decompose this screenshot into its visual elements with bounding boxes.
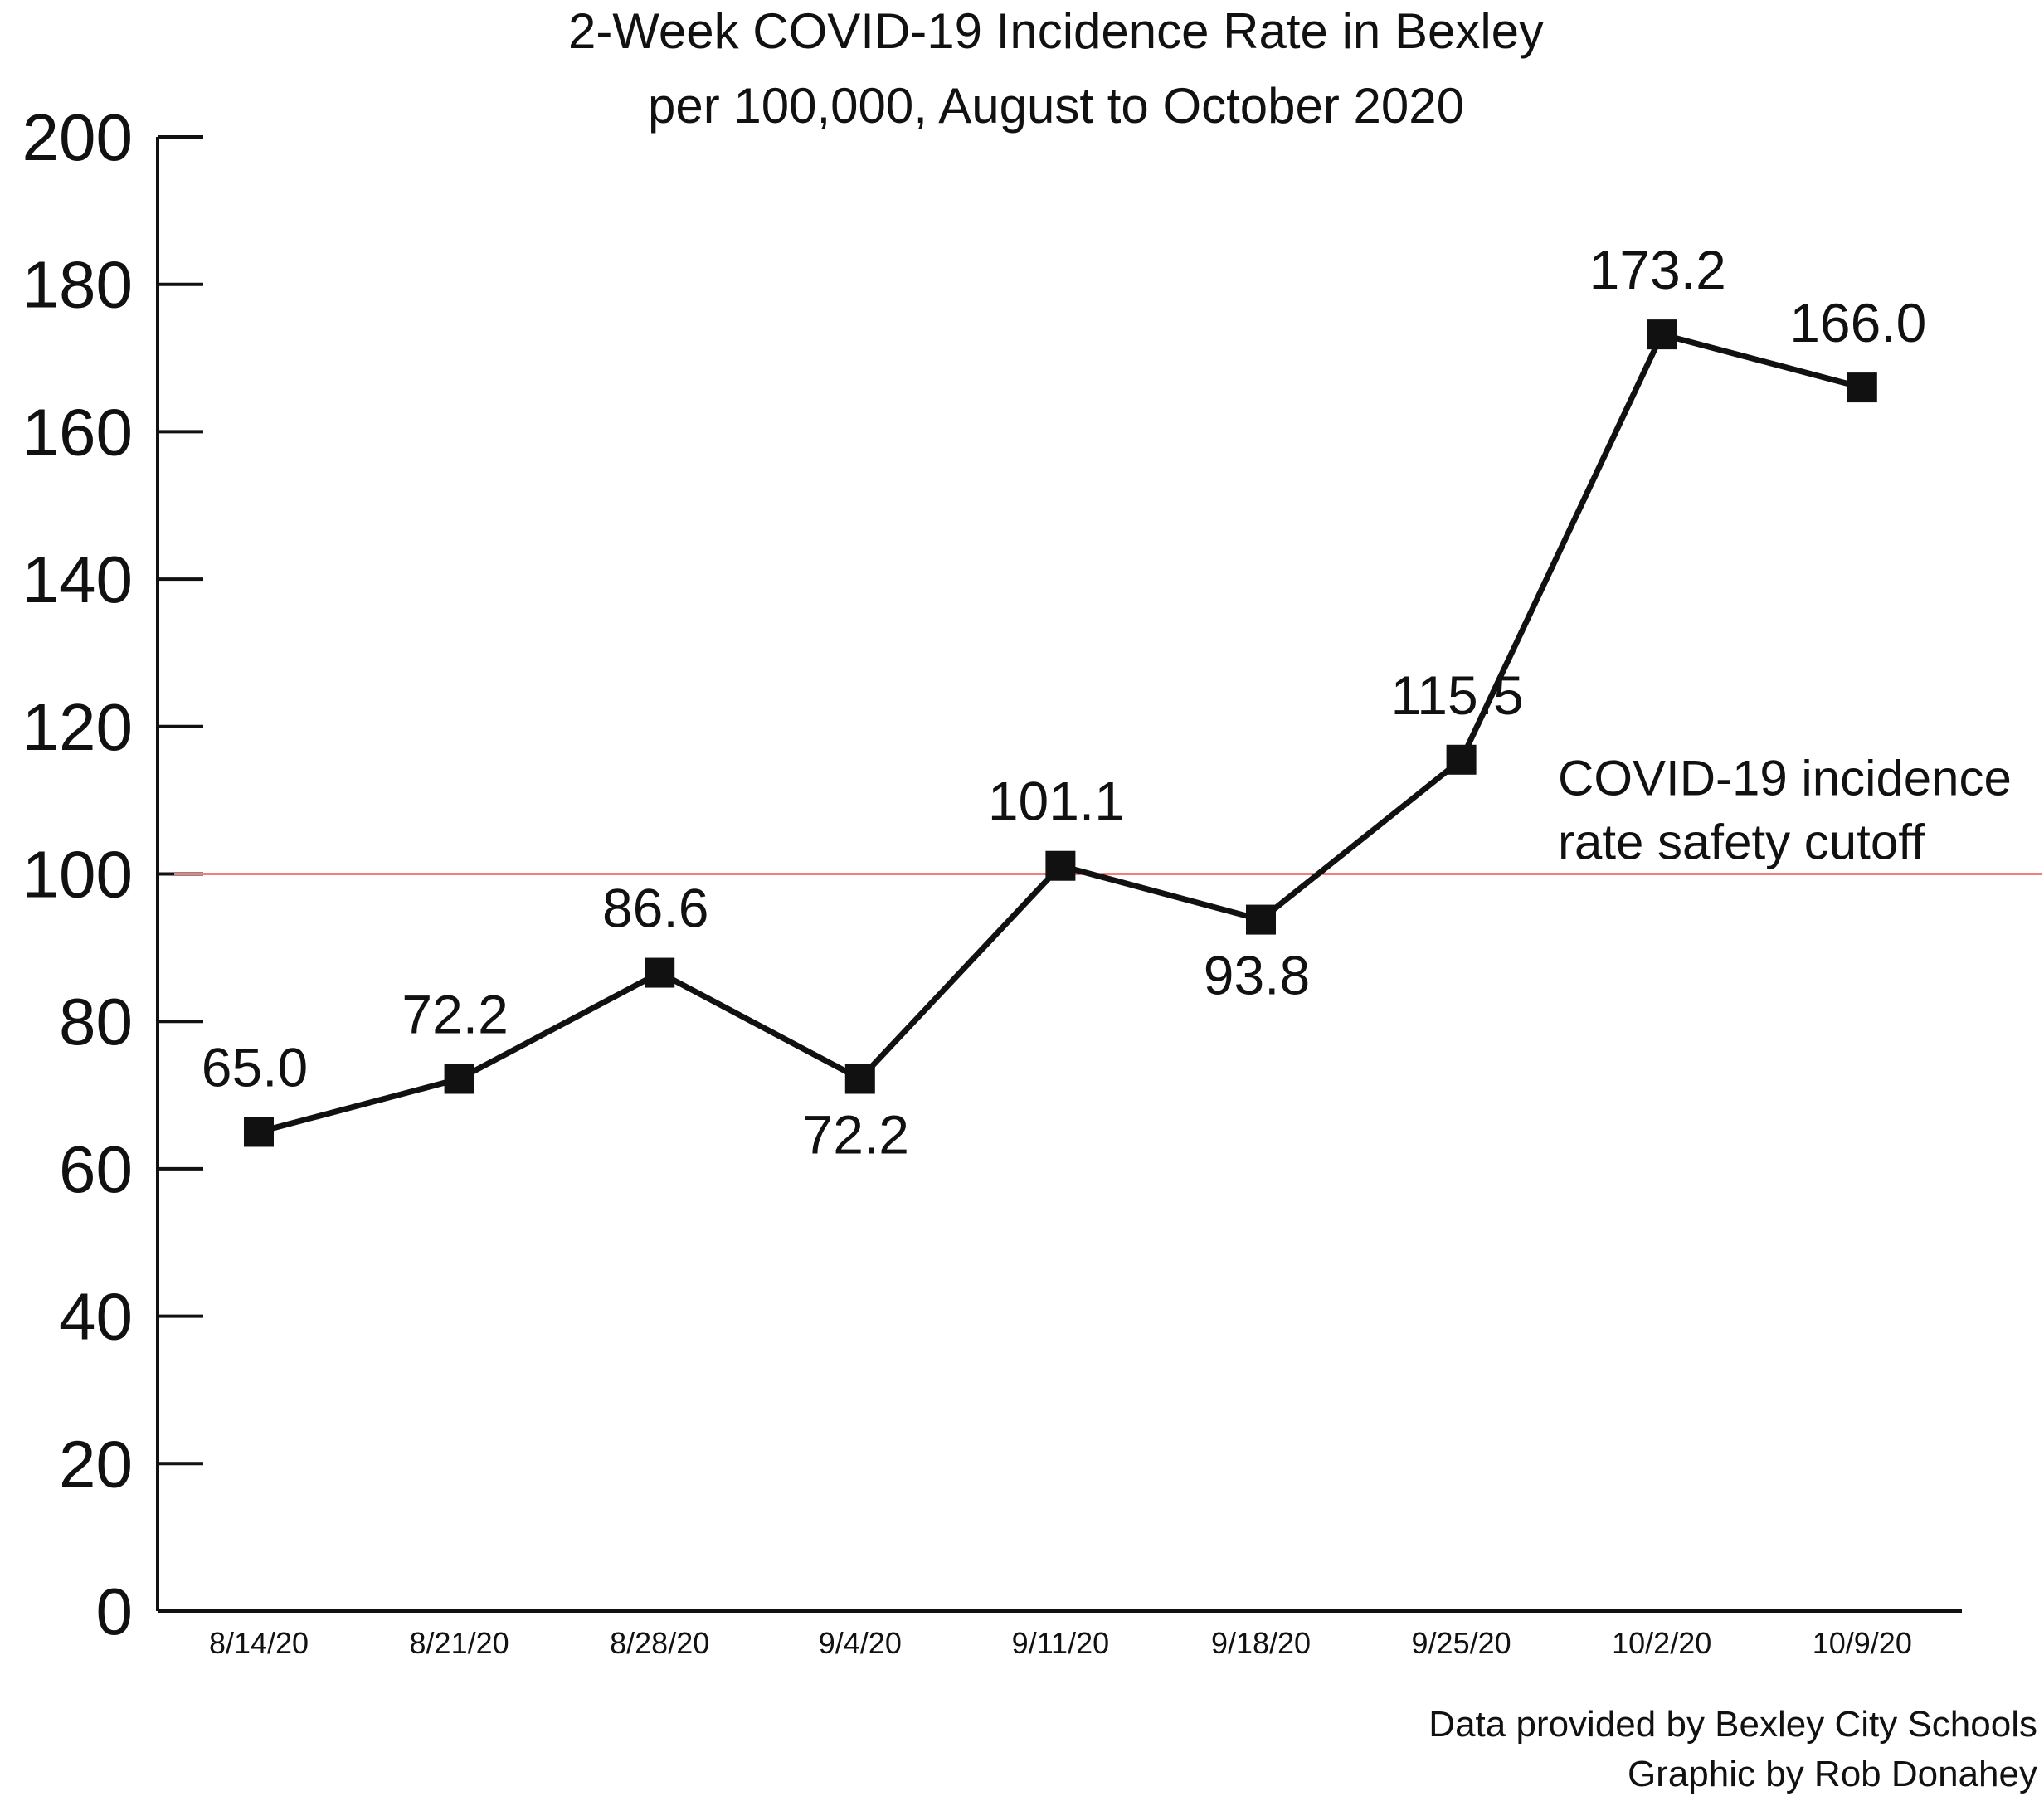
data-label: 65.0	[202, 1036, 308, 1098]
data-label: 115.5	[1390, 664, 1523, 726]
x-tick-label: 9/4/20	[819, 1626, 902, 1660]
data-credit: Data provided by Bexley City Schools	[1428, 1704, 2037, 1745]
x-tick-label: 9/11/20	[1012, 1626, 1109, 1660]
data-point-marker	[244, 1117, 274, 1147]
data-label: 86.6	[602, 878, 708, 939]
data-point-marker	[1246, 904, 1276, 935]
y-axis: 0 20 40 60 80 100 120 140 160 180 200	[22, 100, 203, 1648]
graphic-credit: Graphic by Rob Donahey	[1628, 1754, 2037, 1794]
y-tick-label: 120	[22, 690, 133, 764]
y-tick-label: 20	[59, 1427, 133, 1501]
y-tick-label: 60	[59, 1132, 133, 1206]
reference-line-group: COVID-19 incidence rate safety cutoff	[174, 751, 2042, 875]
x-tick-label: 8/28/20	[610, 1626, 709, 1660]
y-tick-label: 80	[59, 985, 133, 1059]
x-tick-label: 9/25/20	[1412, 1626, 1511, 1660]
data-point-marker	[645, 957, 675, 988]
data-label: 72.2	[803, 1104, 909, 1166]
chart-subtitle: per 100,000, August to October 2020	[648, 78, 1464, 134]
x-tick-label: 8/21/20	[410, 1626, 509, 1660]
data-label: 166.0	[1789, 292, 1926, 353]
y-tick-label: 180	[22, 248, 133, 322]
data-point-marker	[844, 1064, 875, 1094]
data-label: 101.1	[988, 771, 1125, 832]
data-point-marker	[1045, 850, 1076, 881]
y-tick-label: 160	[22, 395, 133, 469]
safety-cutoff-label-line-2: rate safety cutoff	[1558, 815, 1925, 870]
y-tick-label: 200	[22, 100, 133, 174]
x-tick-label: 9/18/20	[1211, 1626, 1311, 1660]
safety-cutoff-label-line-1: COVID-19 incidence	[1558, 751, 2012, 806]
data-point-marker	[1847, 372, 1877, 403]
series-group: 65.0 72.2 86.6 72.2 101.1 93.8 115.5 173.2 166.0	[202, 239, 1927, 1165]
data-point-marker	[1647, 319, 1677, 350]
x-axis: 8/14/20 8/21/20 8/28/20 9/4/20 9/11/20 9/18/2…	[158, 1609, 1962, 1660]
x-tick-label: 10/2/20	[1612, 1626, 1711, 1660]
data-point-marker	[1446, 744, 1477, 775]
data-label: 173.2	[1589, 239, 1726, 300]
x-tick-label: 8/14/20	[209, 1626, 309, 1660]
x-tick-label: 10/9/20	[1813, 1626, 1912, 1660]
data-label: 93.8	[1204, 945, 1310, 1006]
y-tick-label: 40	[59, 1280, 133, 1354]
data-point-marker	[444, 1064, 474, 1094]
y-tick-label: 0	[96, 1575, 134, 1648]
data-label: 72.2	[402, 984, 508, 1045]
chart-title: 2-Week COVID-19 Incidence Rate in Bexley	[568, 3, 1544, 59]
y-tick-label: 100	[22, 838, 133, 912]
y-tick-label: 140	[22, 543, 133, 616]
